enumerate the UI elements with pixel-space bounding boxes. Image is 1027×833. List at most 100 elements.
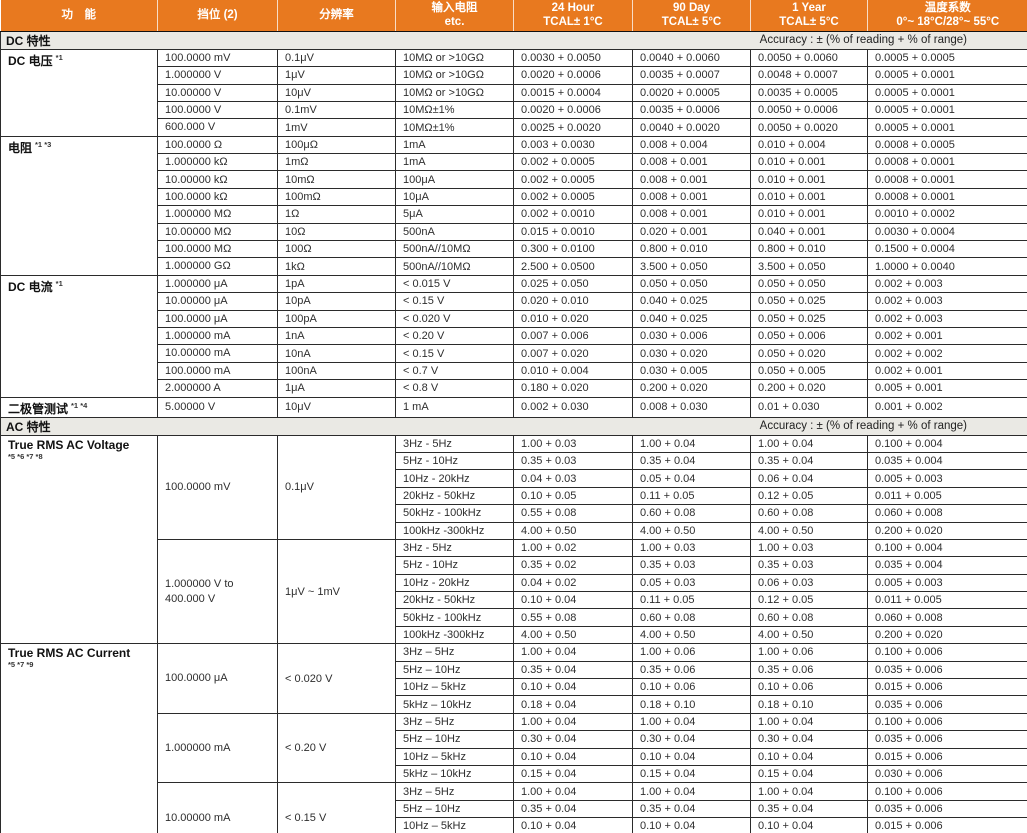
accuracy-90d-cell: 0.030 + 0.006 bbox=[632, 326, 751, 346]
accuracy-1y-cell: 0.040 + 0.001 bbox=[750, 222, 868, 242]
accuracy-90d-cell: 0.200 + 0.020 bbox=[632, 379, 751, 398]
band-cell: 5Hz – 10Hz bbox=[395, 660, 514, 680]
table-row: 100.0000 V 0.1mV 10MΩ±1% 0.0020 + 0.0006 0.0… bbox=[1, 100, 1027, 120]
accuracy-24h-cell: 0.002 + 0.0010 bbox=[513, 205, 633, 224]
accuracy-1y-cell: 0.12 + 0.05 bbox=[750, 486, 868, 506]
accuracy-1y-cell: 0.35 + 0.04 bbox=[750, 451, 868, 471]
accuracy-24h-cell: 0.10 + 0.04 bbox=[513, 817, 633, 833]
resolution-cell: 1Ω bbox=[277, 205, 396, 224]
accuracy-1y-cell: 0.200 + 0.020 bbox=[750, 379, 868, 398]
accuracy-24h-cell: 1.00 + 0.03 bbox=[513, 434, 633, 453]
band-cell: 1mA bbox=[395, 153, 514, 172]
accuracy-1y-cell: 0.18 + 0.10 bbox=[750, 695, 868, 714]
tempco-cell: 0.001 + 0.002 bbox=[867, 396, 1027, 418]
tempco-cell: 0.0008 + 0.0005 bbox=[867, 135, 1027, 155]
accuracy-24h-cell: 0.04 + 0.03 bbox=[513, 469, 633, 488]
section-bar-inner: DC 特性 Accuracy : ± (% of reading + % of r… bbox=[2, 32, 1027, 48]
band-cell: < 0.20 V bbox=[395, 326, 514, 346]
accuracy-90d-cell: 0.030 + 0.020 bbox=[632, 344, 751, 363]
band-cell: 5Hz - 10Hz bbox=[395, 556, 514, 575]
accuracy-24h-cell: 0.04 + 0.02 bbox=[513, 573, 633, 593]
column-header-line2: 0°~ 18°C/28°~ 55°C bbox=[896, 16, 1000, 29]
accuracy-1y-cell: 0.010 + 0.001 bbox=[750, 170, 868, 189]
resolution-cell: 1kΩ bbox=[277, 257, 396, 276]
section-title: AC 特性 bbox=[6, 419, 51, 434]
range-cell: 10.00000 mA bbox=[157, 344, 278, 363]
tempco-cell: 0.0008 + 0.0001 bbox=[867, 187, 1027, 207]
table-header: 功 能 挡位 (2) 分辨率 输入电阻 etc. 24 Hour TCAL± 1°C 90 D… bbox=[0, 0, 1027, 32]
resolution-cell: 1nA bbox=[277, 326, 396, 346]
accuracy-90d-cell: 0.008 + 0.030 bbox=[632, 396, 751, 418]
resolution-cell: 1pA bbox=[277, 274, 396, 294]
range-cell: 10.00000 V bbox=[157, 83, 278, 102]
band-cell: 10Hz - 20kHz bbox=[395, 469, 514, 488]
tempco-cell: 0.100 + 0.006 bbox=[867, 712, 1027, 732]
resolution-cell: < 0.020 V bbox=[277, 643, 396, 714]
resolution-cell: 1μA bbox=[277, 379, 396, 398]
accuracy-24h-cell: 0.15 + 0.04 bbox=[513, 764, 633, 784]
table-row: 20kHz - 50kHz 0.10 + 0.05 0.11 + 0.05 0.12 … bbox=[1, 486, 1027, 506]
band-cell: 20kHz - 50kHz bbox=[395, 591, 514, 610]
accuracy-24h-cell: 0.0020 + 0.0006 bbox=[513, 100, 633, 120]
tempco-cell: 0.002 + 0.003 bbox=[867, 292, 1027, 311]
accuracy-1y-cell: 0.60 + 0.08 bbox=[750, 608, 868, 627]
accuracy-24h-cell: 0.015 + 0.0010 bbox=[513, 222, 633, 242]
accuracy-90d-cell: 0.05 + 0.04 bbox=[632, 469, 751, 488]
accuracy-90d-cell: 1.00 + 0.04 bbox=[632, 434, 751, 453]
accuracy-1y-cell: 0.10 + 0.04 bbox=[750, 817, 868, 833]
function-footnote: *1 *4 bbox=[71, 400, 88, 410]
tempco-cell: 0.002 + 0.003 bbox=[867, 274, 1027, 294]
band-cell: 1 mA bbox=[395, 396, 514, 418]
accuracy-24h-cell: 0.55 + 0.08 bbox=[513, 504, 633, 523]
accuracy-90d-cell: 0.35 + 0.04 bbox=[632, 451, 751, 471]
function-footnote: *5 *7 *9 bbox=[8, 660, 34, 670]
band-cell: 500nA bbox=[395, 222, 514, 242]
resolution-cell: 10Ω bbox=[277, 222, 396, 242]
band-cell: 5Hz – 10Hz bbox=[395, 799, 514, 819]
range-cell: 10.00000 MΩ bbox=[157, 222, 278, 242]
tempco-cell: 0.035 + 0.006 bbox=[867, 730, 1027, 749]
accuracy-1y-cell: 4.00 + 0.50 bbox=[750, 521, 868, 540]
column-header-line1: 1 Year bbox=[792, 2, 826, 14]
accuracy-24h-cell: 0.0025 + 0.0020 bbox=[513, 118, 633, 137]
accuracy-90d-cell: 0.0020 + 0.0005 bbox=[632, 83, 751, 102]
column-header-function: 功 能 bbox=[0, 0, 158, 32]
table-row: 1.000000 GΩ 1kΩ 500nA//10MΩ 2.500 + 0.0500 3… bbox=[1, 257, 1027, 276]
band-cell: 20kHz - 50kHz bbox=[395, 486, 514, 506]
column-header-line2: etc. bbox=[444, 16, 465, 29]
accuracy-1y-cell: 0.35 + 0.03 bbox=[750, 556, 868, 575]
accuracy-90d-cell: 0.18 + 0.10 bbox=[632, 695, 751, 714]
accuracy-90d-cell: 0.008 + 0.001 bbox=[632, 153, 751, 172]
table-row: True RMS AC Current *5 *7 *9 100.0000 μA < … bbox=[0, 643, 1027, 833]
resolution-cell: 1μV ~ 1mV bbox=[277, 538, 396, 645]
tempco-cell: 0.0008 + 0.0001 bbox=[867, 153, 1027, 172]
function-cell: True RMS AC Voltage *5 *6 *7 *8 bbox=[0, 434, 158, 645]
accuracy-note: Accuracy : ± (% of reading + % of range) bbox=[759, 420, 967, 433]
accuracy-1y-cell: 0.0048 + 0.0007 bbox=[750, 66, 868, 85]
tempco-cell: 0.005 + 0.001 bbox=[867, 379, 1027, 398]
accuracy-1y-cell: 0.30 + 0.04 bbox=[750, 730, 868, 749]
accuracy-24h-cell: 0.35 + 0.04 bbox=[513, 660, 633, 680]
accuracy-90d-cell: 0.030 + 0.005 bbox=[632, 361, 751, 381]
resolution-cell: 100Ω bbox=[277, 240, 396, 259]
accuracy-24h-cell: 0.18 + 0.04 bbox=[513, 695, 633, 714]
resolution-cell: 0.1μV bbox=[277, 434, 396, 540]
accuracy-24h-cell: 1.00 + 0.04 bbox=[513, 712, 633, 732]
tempco-cell: 0.0005 + 0.0001 bbox=[867, 83, 1027, 102]
accuracy-90d-cell: 0.020 + 0.001 bbox=[632, 222, 751, 242]
accuracy-90d-cell: 0.05 + 0.03 bbox=[632, 573, 751, 593]
accuracy-1y-cell: 0.35 + 0.04 bbox=[750, 799, 868, 819]
range-cell: 100.0000 V bbox=[157, 100, 278, 120]
range-cell: 100.0000 μA bbox=[157, 643, 278, 714]
range-cell: 1.000000 V to 400.000 V bbox=[157, 538, 278, 645]
resolution-cell: < 0.15 V bbox=[277, 782, 396, 833]
accuracy-24h-cell: 0.10 + 0.05 bbox=[513, 486, 633, 506]
range-cell: 600.000 V bbox=[157, 118, 278, 137]
range-cell: 1.000000 GΩ bbox=[157, 257, 278, 276]
accuracy-90d-cell: 1.00 + 0.03 bbox=[632, 538, 751, 558]
resolution-cell: < 0.20 V bbox=[277, 712, 396, 784]
accuracy-note: Accuracy : ± (% of reading + % of range) bbox=[759, 34, 967, 47]
tempco-cell: 0.1500 + 0.0004 bbox=[867, 240, 1027, 259]
accuracy-24h-cell: 0.55 + 0.08 bbox=[513, 608, 633, 627]
